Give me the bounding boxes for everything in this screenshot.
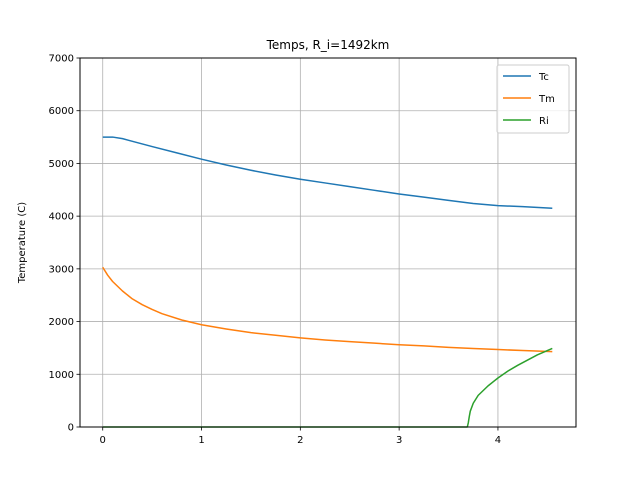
y-tick-label: 7000 — [49, 54, 74, 65]
y-tick-label: 0 — [68, 423, 74, 434]
y-tick-label: 5000 — [49, 159, 74, 170]
y-tick-label: 3000 — [49, 264, 74, 275]
y-axis-label: Temperature (C) — [17, 202, 28, 284]
x-tick-label: 4 — [495, 435, 501, 446]
y-tick-label: 6000 — [49, 106, 74, 117]
y-tick-label: 1000 — [49, 370, 74, 381]
chart-title: Temps, R_i=1492km — [266, 38, 390, 52]
x-tick-label: 1 — [198, 435, 204, 446]
series-line-tm — [102, 266, 553, 353]
legend-box — [496, 64, 570, 134]
axis-ticks: 0 1 2 3 4 0 1000 2000 3000 4000 5000 6000 7000 — [49, 54, 502, 447]
x-tick-label: 2 — [297, 435, 303, 446]
y-tick-label: 2000 — [49, 317, 74, 328]
legend: Tc Tm Ri — [496, 64, 570, 134]
legend-label: Tm — [538, 94, 555, 105]
series-line-tc — [102, 136, 553, 209]
x-tick-label: 0 — [100, 435, 106, 446]
plot-frame — [79, 57, 577, 428]
legend-label: Tc — [538, 72, 549, 83]
y-tick-label: 4000 — [49, 212, 74, 223]
plot-background — [80, 58, 576, 427]
legend-label: Ri — [539, 116, 549, 127]
x-tick-label: 3 — [396, 435, 402, 446]
